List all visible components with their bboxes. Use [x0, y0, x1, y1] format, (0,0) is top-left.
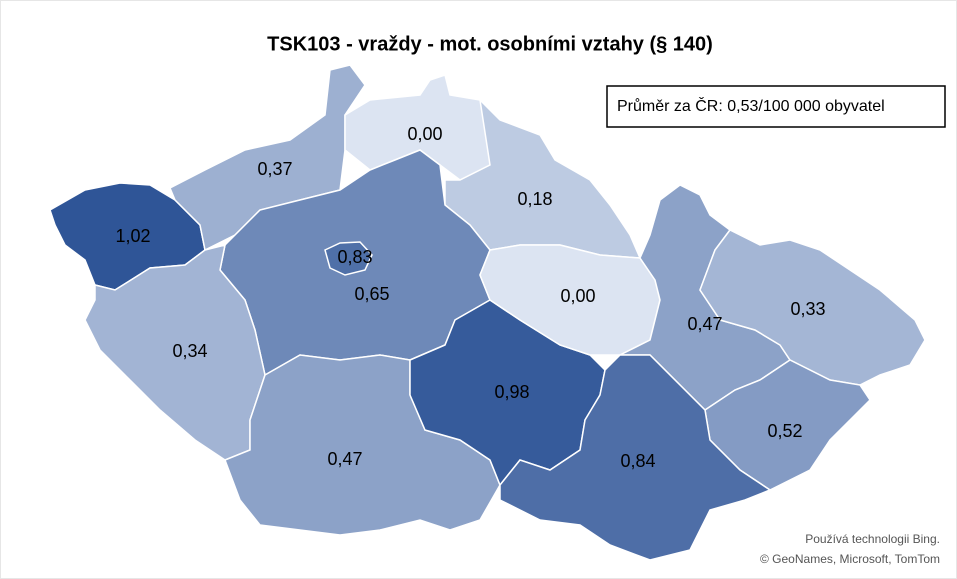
- value-label: 0,00: [560, 286, 595, 306]
- value-label: 0,83: [337, 247, 372, 267]
- value-label: 0,47: [327, 449, 362, 469]
- region: [499, 354, 772, 561]
- region: [699, 229, 926, 386]
- annotation-box: [606, 85, 946, 128]
- value-label: 1,02: [115, 226, 150, 246]
- value-label: 0,18: [517, 189, 552, 209]
- region: [224, 354, 501, 536]
- value-label: 0,98: [494, 382, 529, 402]
- value-label: 0,33: [790, 299, 825, 319]
- value-label: 0,37: [257, 159, 292, 179]
- attribution: © GeoNames, Microsoft, TomTom: [760, 552, 940, 566]
- chart-title: TSK103 - vraždy - mot. osobními vztahy (…: [267, 33, 713, 55]
- value-label: 0,84: [620, 451, 655, 471]
- attribution: Používá technologii Bing.: [805, 532, 940, 546]
- value-label: 0,00: [407, 124, 442, 144]
- value-label: 0,34: [172, 341, 207, 361]
- value-label: 0,47: [687, 314, 722, 334]
- region: [324, 241, 373, 276]
- regions: 1,02 0,37 0,00 0,18 0,65 0,34 0,47 0,98 0,00 0,47…: [49, 64, 926, 561]
- value-label: 0,52: [767, 421, 802, 441]
- annotation: Průměr za ČR: 0,53/100 000 obyvatel: [617, 96, 885, 115]
- value-label: 0,65: [354, 284, 389, 304]
